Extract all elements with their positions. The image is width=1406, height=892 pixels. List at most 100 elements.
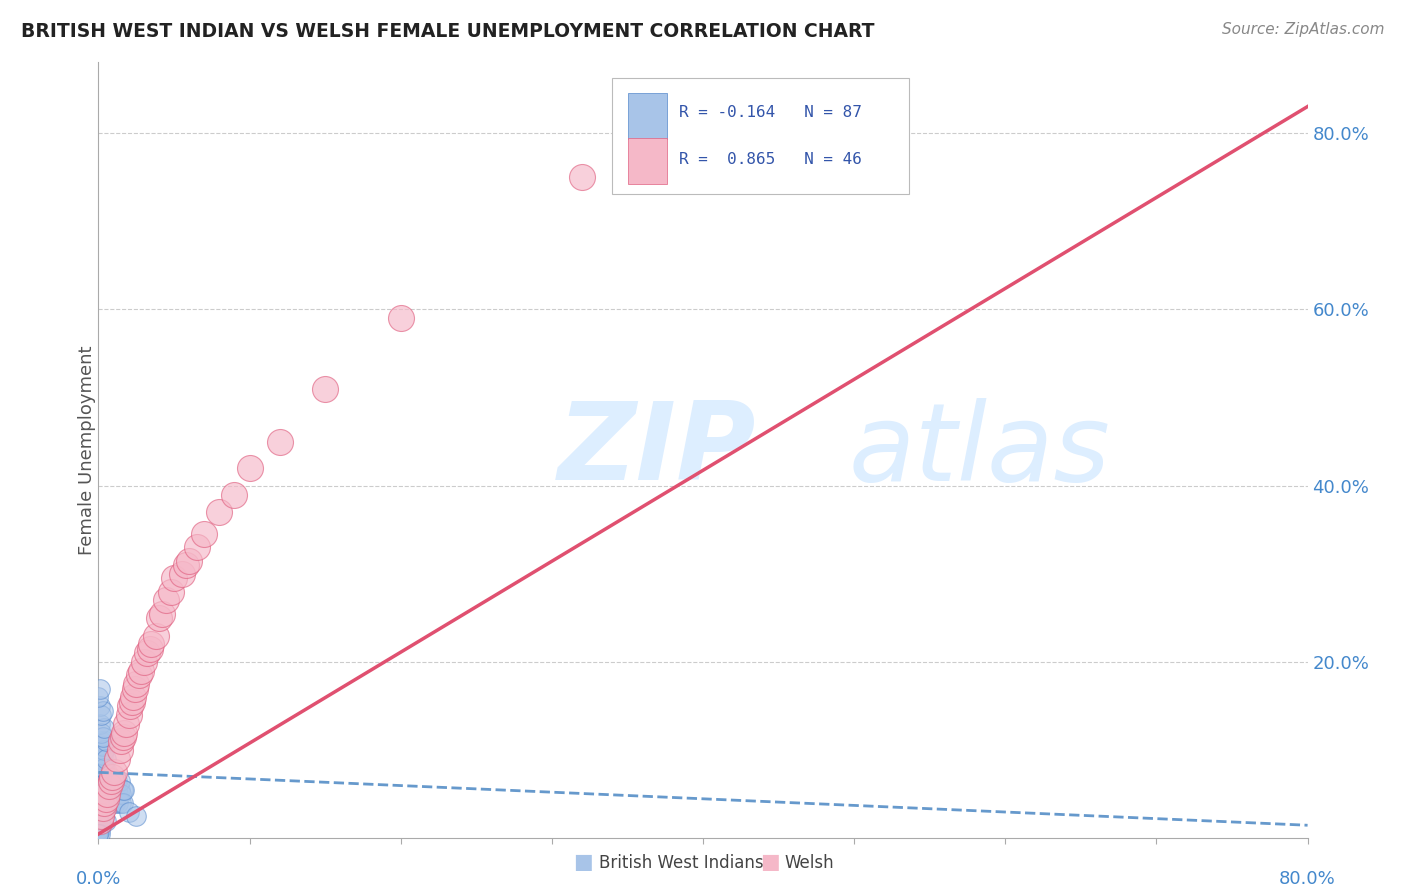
Point: [571, 170, 593, 185]
Point: [141, 637, 163, 651]
Point: [91, 800, 114, 814]
Point: [122, 690, 145, 705]
Point: [93, 774, 115, 789]
Point: [90, 708, 112, 723]
Point: [96, 765, 118, 780]
Point: [90, 792, 112, 806]
Text: atlas: atlas: [848, 398, 1109, 503]
Point: [91, 796, 114, 810]
Point: [128, 668, 150, 682]
Point: [98, 796, 121, 810]
Point: [91, 761, 114, 775]
Point: [94, 814, 117, 828]
Point: [100, 774, 122, 789]
Point: [98, 788, 121, 802]
Point: [87, 822, 110, 837]
Point: [269, 434, 291, 449]
Point: [89, 818, 111, 832]
Point: [105, 783, 128, 797]
Point: [89, 681, 111, 696]
Point: [90, 809, 112, 823]
Point: [94, 752, 117, 766]
Point: [90, 774, 112, 789]
Point: [90, 783, 112, 797]
Point: [160, 584, 183, 599]
Point: [111, 783, 134, 797]
Point: [87, 690, 110, 705]
Point: [112, 783, 135, 797]
Point: [87, 827, 110, 841]
FancyBboxPatch shape: [628, 138, 666, 185]
Point: [101, 779, 124, 793]
Point: [94, 734, 117, 748]
Point: [108, 743, 131, 757]
Point: [90, 734, 112, 748]
Point: [89, 743, 111, 757]
Point: [108, 783, 131, 797]
Point: [93, 761, 115, 775]
Point: [174, 558, 197, 573]
Text: ■: ■: [574, 853, 593, 872]
Point: [105, 752, 128, 766]
Point: [389, 311, 412, 326]
Point: [91, 814, 114, 828]
Point: [111, 730, 134, 744]
Point: [90, 725, 112, 739]
Point: [103, 774, 125, 789]
Point: [96, 792, 118, 806]
Point: [139, 641, 162, 656]
FancyBboxPatch shape: [628, 94, 666, 139]
Point: [186, 541, 208, 555]
Point: [110, 788, 132, 802]
Point: [94, 779, 117, 793]
Point: [90, 752, 112, 766]
Point: [155, 593, 177, 607]
Point: [239, 461, 262, 475]
Point: [193, 527, 215, 541]
Point: [94, 770, 117, 784]
Point: [91, 730, 114, 744]
Point: [91, 779, 114, 793]
Point: [91, 770, 114, 784]
Point: [120, 699, 142, 714]
Point: [145, 629, 167, 643]
Point: [91, 739, 114, 753]
Point: [107, 796, 129, 810]
Point: [103, 765, 125, 780]
Text: 80.0%: 80.0%: [1279, 870, 1336, 888]
Text: ■: ■: [761, 853, 780, 872]
Point: [163, 571, 186, 585]
Point: [90, 818, 112, 832]
Point: [104, 796, 127, 810]
Text: R = -0.164   N = 87: R = -0.164 N = 87: [679, 105, 862, 120]
Point: [87, 788, 110, 802]
Point: [100, 774, 122, 789]
Point: [93, 721, 115, 735]
Point: [224, 487, 246, 501]
Point: [118, 805, 141, 819]
Point: [104, 788, 127, 802]
Point: [101, 796, 124, 810]
Point: [101, 770, 124, 784]
Point: [98, 779, 121, 793]
FancyBboxPatch shape: [613, 78, 908, 194]
Point: [179, 554, 201, 568]
Point: [91, 788, 114, 802]
Point: [94, 796, 117, 810]
Point: [90, 800, 112, 814]
Point: [93, 792, 115, 806]
Point: [94, 788, 117, 802]
Point: [208, 505, 231, 519]
Point: [314, 382, 336, 396]
Point: [107, 788, 129, 802]
Point: [110, 734, 132, 748]
Text: Source: ZipAtlas.com: Source: ZipAtlas.com: [1222, 22, 1385, 37]
Y-axis label: Female Unemployment: Female Unemployment: [79, 346, 96, 555]
Point: [96, 783, 118, 797]
Point: [101, 788, 124, 802]
Point: [98, 779, 121, 793]
Point: [91, 704, 114, 718]
Point: [89, 827, 111, 841]
Point: [110, 796, 132, 810]
Point: [148, 611, 170, 625]
